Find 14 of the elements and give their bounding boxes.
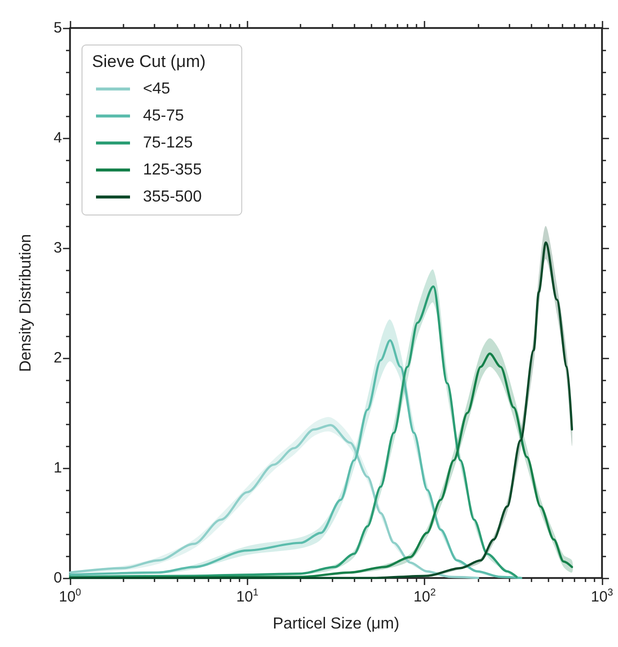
x-axis-title: Particel Size (μm)	[272, 616, 400, 632]
legend-label: 45-75	[143, 108, 184, 124]
y-tick-label: 4	[54, 130, 62, 146]
y-tick-label: 5	[54, 20, 62, 36]
y-tick-label: 3	[54, 240, 62, 256]
y-tick-label: 0	[54, 570, 62, 586]
legend-title: Sieve Cut (μm)	[92, 52, 206, 71]
legend-label: <45	[143, 80, 170, 98]
y-tick-label: 1	[54, 460, 62, 476]
legend-label: 355-500	[143, 188, 202, 206]
legend-label: 125-355	[143, 162, 202, 178]
legend-label: 75-125	[143, 134, 193, 152]
y-axis-title: Density Distribution	[18, 234, 34, 372]
y-tick-label: 2	[54, 350, 62, 366]
